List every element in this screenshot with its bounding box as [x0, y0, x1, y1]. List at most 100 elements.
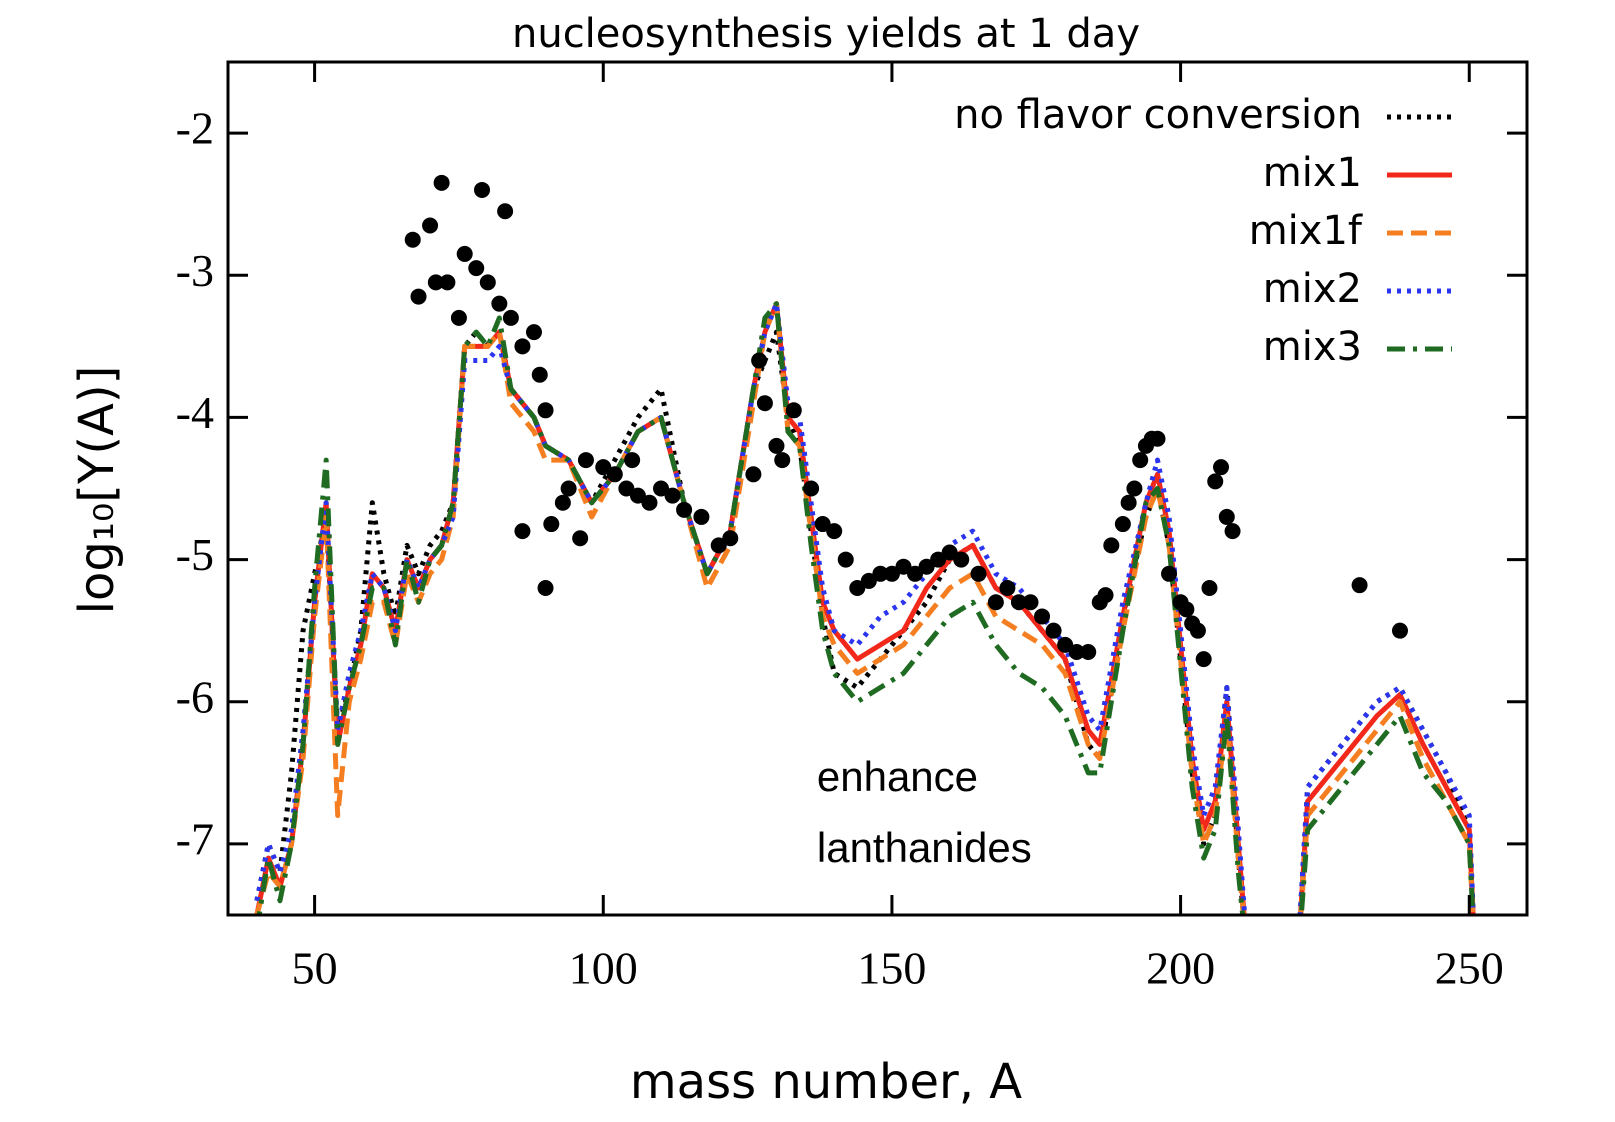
data-point	[606, 466, 623, 483]
data-point	[756, 395, 773, 412]
data-point	[618, 480, 635, 497]
series-line	[254, 329, 1246, 915]
data-point	[537, 402, 554, 419]
y-tick-label: -2	[176, 103, 214, 154]
data-point	[826, 523, 843, 540]
data-point	[710, 537, 727, 554]
data-point	[1120, 494, 1137, 511]
data-point	[785, 402, 802, 419]
data-point	[1213, 459, 1230, 476]
data-point	[456, 245, 473, 262]
data-point	[577, 452, 594, 469]
data-point	[953, 551, 970, 568]
data-point	[1207, 473, 1224, 490]
data-point	[1149, 430, 1166, 447]
data-point	[468, 260, 485, 277]
series-line	[1298, 699, 1476, 915]
x-tick-label: 100	[569, 943, 638, 994]
data-point	[1068, 643, 1085, 660]
data-point	[1218, 508, 1235, 525]
data-point	[987, 594, 1004, 611]
data-point	[1022, 594, 1039, 611]
data-point	[1114, 516, 1131, 533]
data-point	[629, 487, 646, 504]
data-point	[1224, 523, 1241, 540]
x-tick-label: 150	[857, 943, 926, 994]
data-point	[895, 558, 912, 575]
data-point	[531, 366, 548, 383]
y-axis-label: log₁₀[Y(A)]	[69, 366, 125, 615]
x-tick-label: 250	[1435, 943, 1504, 994]
data-point	[474, 181, 491, 198]
data-point	[497, 203, 514, 220]
data-point	[1201, 580, 1218, 597]
data-point	[883, 565, 900, 582]
data-point	[1034, 608, 1051, 625]
data-point	[1195, 651, 1212, 668]
y-tick-label: -7	[176, 813, 214, 864]
data-point	[427, 274, 444, 291]
data-point	[1189, 622, 1206, 639]
series-line	[1297, 685, 1476, 915]
data-point	[872, 565, 889, 582]
y-tick-label: -6	[176, 671, 214, 722]
data-point	[450, 309, 467, 326]
data-point	[1351, 577, 1368, 594]
data-point	[1010, 594, 1027, 611]
data-point	[543, 516, 560, 533]
data-point	[918, 558, 935, 575]
data-point	[837, 551, 854, 568]
data-point	[849, 580, 866, 597]
data-point	[1103, 537, 1120, 554]
data-point	[537, 580, 554, 597]
data-point	[1045, 622, 1062, 639]
legend-label: no flavor conversion	[954, 92, 1362, 138]
legend-label: mix1f	[1249, 208, 1363, 254]
data-point	[676, 501, 693, 518]
plot-frame	[226, 60, 1529, 917]
data-point	[768, 437, 785, 454]
data-point	[479, 274, 496, 291]
data-point	[525, 324, 542, 341]
data-point	[814, 516, 831, 533]
data-point	[595, 459, 612, 476]
plot-area	[254, 174, 1476, 915]
x-tick-label: 200	[1146, 943, 1215, 994]
x-axis-label: mass number, A	[630, 1054, 1022, 1110]
data-point	[653, 480, 669, 497]
data-point	[803, 480, 820, 497]
data-point	[941, 544, 958, 561]
y-tick-label: -3	[176, 245, 214, 296]
data-point	[860, 572, 877, 589]
data-point	[1097, 587, 1114, 604]
data-point	[404, 231, 421, 248]
legend-label: mix2	[1263, 266, 1362, 312]
data-point	[1057, 636, 1074, 653]
data-point	[422, 217, 439, 234]
data-point	[502, 309, 519, 326]
data-point	[1080, 643, 1097, 660]
legend-label: mix1	[1263, 150, 1362, 196]
data-point	[774, 452, 791, 469]
data-point	[641, 494, 658, 511]
annotation: enhance	[817, 753, 978, 800]
chart-title: nucleosynthesis yields at 1 day	[512, 11, 1140, 57]
data-point	[410, 288, 427, 305]
data-point	[970, 565, 987, 582]
data-point	[751, 352, 768, 369]
data-point	[999, 580, 1016, 597]
data-point	[439, 274, 456, 291]
series-line	[254, 301, 1248, 915]
data-point	[433, 174, 450, 191]
series-line	[1298, 692, 1476, 915]
data-point	[722, 530, 739, 547]
data-point	[907, 565, 924, 582]
legend-label: mix3	[1263, 324, 1362, 370]
series-line	[254, 301, 1247, 915]
data-point	[560, 480, 577, 497]
data-point	[491, 295, 508, 312]
data-point	[514, 523, 531, 540]
data-point	[664, 487, 681, 504]
data-point	[1126, 480, 1143, 497]
